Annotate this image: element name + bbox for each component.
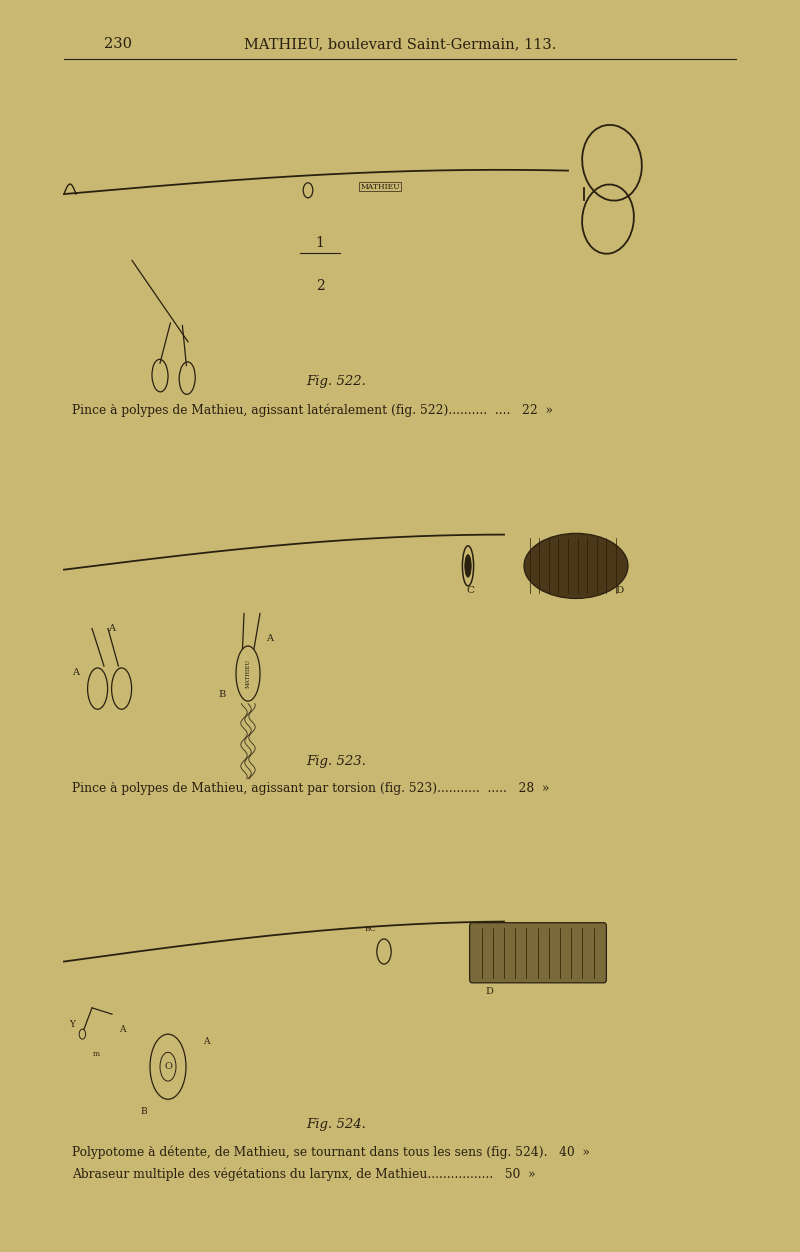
Text: A: A xyxy=(119,1024,126,1034)
Text: D: D xyxy=(486,987,494,997)
Text: Pince à polypes de Mathieu, agissant par torsion (fig. 523)...........  .....   : Pince à polypes de Mathieu, agissant par… xyxy=(72,782,550,795)
Text: A: A xyxy=(73,667,79,677)
Text: MATHIEU: MATHIEU xyxy=(360,183,400,190)
Text: A: A xyxy=(109,623,115,634)
Text: m: m xyxy=(93,1050,99,1058)
Text: Fig. 523.: Fig. 523. xyxy=(306,755,366,767)
Ellipse shape xyxy=(236,646,260,701)
Text: 1: 1 xyxy=(315,237,325,250)
Text: MATHIEU, boulevard Saint-Germain, 113.: MATHIEU, boulevard Saint-Germain, 113. xyxy=(244,36,556,51)
Text: B: B xyxy=(218,690,226,700)
Text: A: A xyxy=(266,634,273,644)
Text: Fig. 524.: Fig. 524. xyxy=(306,1118,366,1131)
Text: Pince à polypes de Mathieu, agissant latéralement (fig. 522)..........  ....   2: Pince à polypes de Mathieu, agissant lat… xyxy=(72,404,553,417)
Text: BC: BC xyxy=(365,925,376,933)
Text: 2: 2 xyxy=(316,279,324,293)
Text: Polypotome à détente, de Mathieu, se tournant dans tous les sens (fig. 524).   4: Polypotome à détente, de Mathieu, se tou… xyxy=(72,1146,590,1158)
Text: Fig. 522.: Fig. 522. xyxy=(306,376,366,388)
Ellipse shape xyxy=(465,555,471,577)
Text: 230: 230 xyxy=(104,36,132,51)
Text: Y: Y xyxy=(69,1019,75,1029)
Text: Abraseur multiple des végétations du larynx, de Mathieu.................   50  »: Abraseur multiple des végétations du lar… xyxy=(72,1168,536,1181)
Ellipse shape xyxy=(462,546,474,586)
Ellipse shape xyxy=(524,533,628,598)
Ellipse shape xyxy=(377,939,391,964)
Text: B: B xyxy=(141,1107,147,1117)
Text: O: O xyxy=(164,1062,172,1072)
Text: D: D xyxy=(616,586,624,596)
Text: C: C xyxy=(466,586,474,596)
FancyBboxPatch shape xyxy=(470,923,606,983)
Text: A: A xyxy=(203,1037,210,1047)
Text: MATHIEU: MATHIEU xyxy=(246,659,250,689)
